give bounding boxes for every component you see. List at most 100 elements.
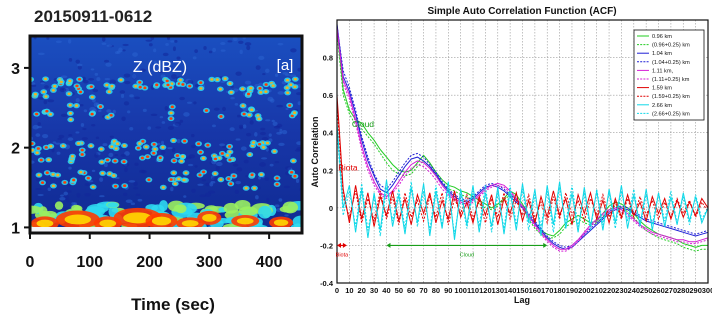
echo-speckle [166,66,170,72]
echo-speckle [90,68,95,71]
echo-core [89,144,93,148]
echo-speckle [262,73,266,76]
echo-speckle [194,165,198,168]
echo-core [182,139,187,143]
acf-y-tick-label: 0.4 [323,129,334,138]
acf-annotations: Cloud Biota Biota Cloud [336,119,548,258]
surface-echo-peak [151,216,172,226]
echo-speckle [161,121,166,124]
echo-speckle [76,192,81,198]
acf-x-tick-label: 290 [689,286,702,295]
surface-echo [107,202,119,208]
acf-y-tick-label: 0 [329,204,333,213]
acf-x-tick-label: 300 [702,286,712,295]
echo-speckle [267,96,274,102]
echo-speckle [60,113,68,117]
echo-speckle [46,36,50,40]
echo-speckle [289,74,297,77]
echo-speckle [92,89,99,93]
acf-x-tick-label: 40 [382,286,390,295]
echo-core [178,78,183,82]
echo-core [43,77,48,81]
echo-speckle [124,80,131,85]
acf-series-line-4 [337,27,708,250]
echo-core [70,155,75,158]
echo-speckle [170,186,174,192]
acf-x-tick-label: 100 [454,286,467,295]
surface-echo [71,204,81,212]
echo-speckle [179,96,185,101]
echo-speckle [162,52,169,57]
echo-core [45,171,49,175]
echo-speckle [172,46,176,52]
echo-speckle [211,176,218,182]
echo-core [250,173,254,177]
echo-core [152,142,156,146]
acf-x-tick-label: 110 [467,286,479,295]
echo-speckle [187,101,192,104]
echo-core [51,184,56,188]
echo-core [175,154,180,157]
echo-speckle [174,121,182,127]
echo-speckle [159,71,163,74]
echo-speckle [273,125,281,129]
echo-speckle [55,142,62,145]
heatmap-y-tick-label: 1 [11,220,20,237]
echo-speckle [236,114,241,118]
echo-speckle [233,88,239,93]
echo-core [61,144,65,148]
echo-core [248,153,252,156]
echo-speckle [123,101,130,106]
acf-range-arrowheads [337,242,347,248]
echo-speckle [102,143,108,147]
echo-speckle [191,133,195,138]
acf-x-axis: 0 10 20 30 40 50 60 70 80 90 100 110 120 130 140 150 160… [335,286,712,295]
echo-core [218,87,222,91]
heatmap-variable-label: Z (dBZ) [133,59,187,76]
echo-speckle [52,141,57,144]
echo-core [51,173,55,176]
echo-speckle [159,116,164,119]
echo-core [115,142,120,146]
echo-core [199,87,203,90]
echo-speckle [59,87,67,93]
echo-core [105,83,109,87]
surface-echo [234,199,251,211]
echo-speckle [239,49,243,55]
echo-speckle [229,127,235,132]
echo-speckle [232,163,239,167]
echo-core [251,141,256,144]
echo-speckle [261,137,269,141]
echo-core [36,147,40,150]
echo-speckle [35,133,41,137]
echo-speckle [105,62,112,67]
surface-echo-peak [123,212,153,224]
acf-x-tick-label: 130 [492,286,505,295]
echo-speckle [235,180,242,185]
acf-legend-box [633,29,705,121]
echo-core [153,147,157,151]
echo-speckle [68,133,73,137]
echo-core [99,147,103,151]
echo-core [213,172,217,175]
echo-speckle [259,162,266,167]
echo-speckle [290,48,297,53]
echo-core [240,87,245,91]
echo-core [289,83,293,87]
echo-speckle [150,113,158,117]
echo-core [286,91,290,95]
acf-x-tick-label: 240 [628,286,641,295]
echo-speckle [133,187,139,190]
echo-speckle [137,198,143,202]
echo-core [229,182,233,186]
acf-series-line-8 [337,123,708,240]
echo-core [252,186,257,190]
surface-echo-peak [202,213,217,222]
echo-speckle [183,112,190,117]
echo-speckle [37,52,45,56]
acf-x-tick-label: 20 [358,286,366,295]
echo-speckle [171,74,177,79]
echo-core [100,160,104,164]
echo-core [48,112,53,116]
acf-legend-label: (1.04+0.25) km [652,60,690,66]
